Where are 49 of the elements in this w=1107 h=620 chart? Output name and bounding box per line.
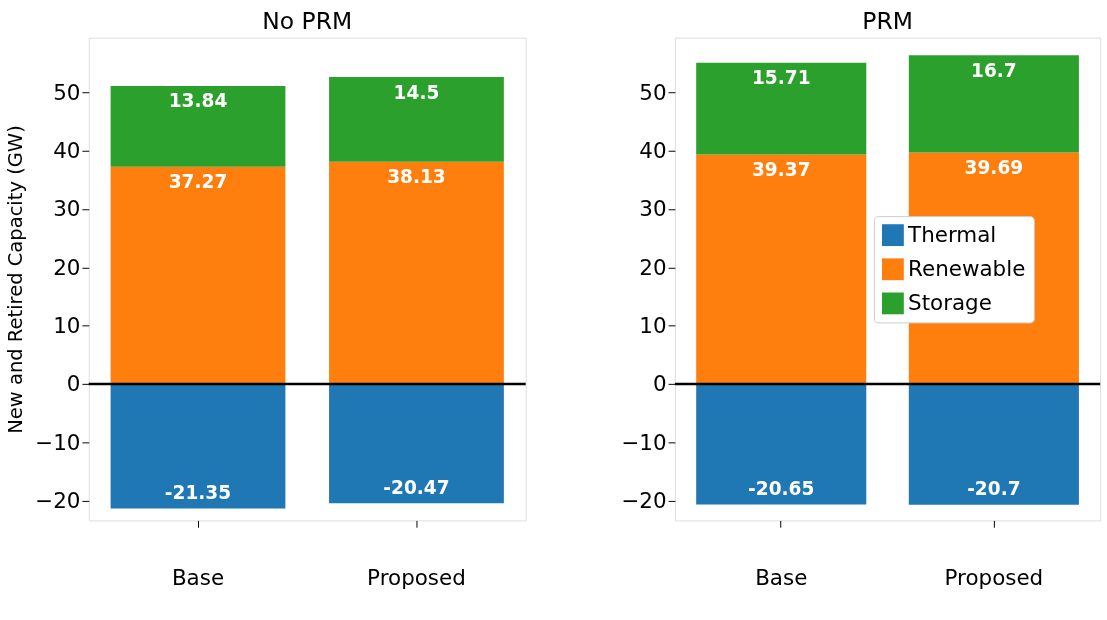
data-label: 15.71 [751,67,811,89]
y-tick-label: 40 [53,138,81,164]
data-label: 37.27 [168,171,228,193]
y-tick-label: −20 [35,487,81,513]
x-tick-label: Proposed [367,565,466,591]
y-tick-label: 0 [66,371,81,397]
bar [329,77,504,162]
bar [110,166,286,384]
data-label: 39.37 [751,158,811,180]
data-label: -20.47 [383,476,450,498]
y-axis-title: New and Retired Capacity (GW) [3,125,27,434]
x-tick-label: Base [755,565,808,591]
data-label: 39.69 [964,157,1024,179]
bar [908,383,1079,505]
y-tick-label: 30 [53,196,81,222]
y-tick-label: −10 [35,429,81,455]
y-tick-label: 20 [53,254,81,280]
x-tick-label: Base [171,565,225,591]
bar [908,55,1079,153]
y-tick-label: 0 [653,371,667,397]
data-label: -20.7 [967,477,1021,499]
bar [110,85,286,167]
bar [696,62,867,155]
x-tick-label: Proposed [944,565,1044,591]
data-label: 16.7 [971,59,1017,81]
y-tick-label: 40 [639,138,667,164]
bar [329,161,504,384]
y-tick-label: 10 [53,312,81,338]
data-label: 14.5 [393,81,440,103]
chart-title: PRM [862,6,913,35]
bar [696,383,867,505]
data-label: 13.84 [168,90,228,112]
y-tick-label: 50 [639,79,667,105]
y-tick-label: −20 [621,487,667,513]
bar [110,383,286,509]
y-tick-label: 10 [639,312,667,338]
y-tick-label: 50 [53,79,81,105]
y-tick-label: −10 [621,429,667,455]
legend-label: Storage [908,290,992,316]
y-tick-label: 20 [639,254,667,280]
legend-label: Renewable [908,256,1026,282]
data-label: 38.13 [387,166,446,188]
data-label: -20.65 [748,477,815,499]
legend-label: Thermal [907,221,997,247]
bar [696,154,867,384]
chart-title: No PRM [262,6,353,35]
bar [329,383,504,504]
data-label: -21.35 [164,481,232,503]
y-tick-label: 30 [639,196,667,222]
